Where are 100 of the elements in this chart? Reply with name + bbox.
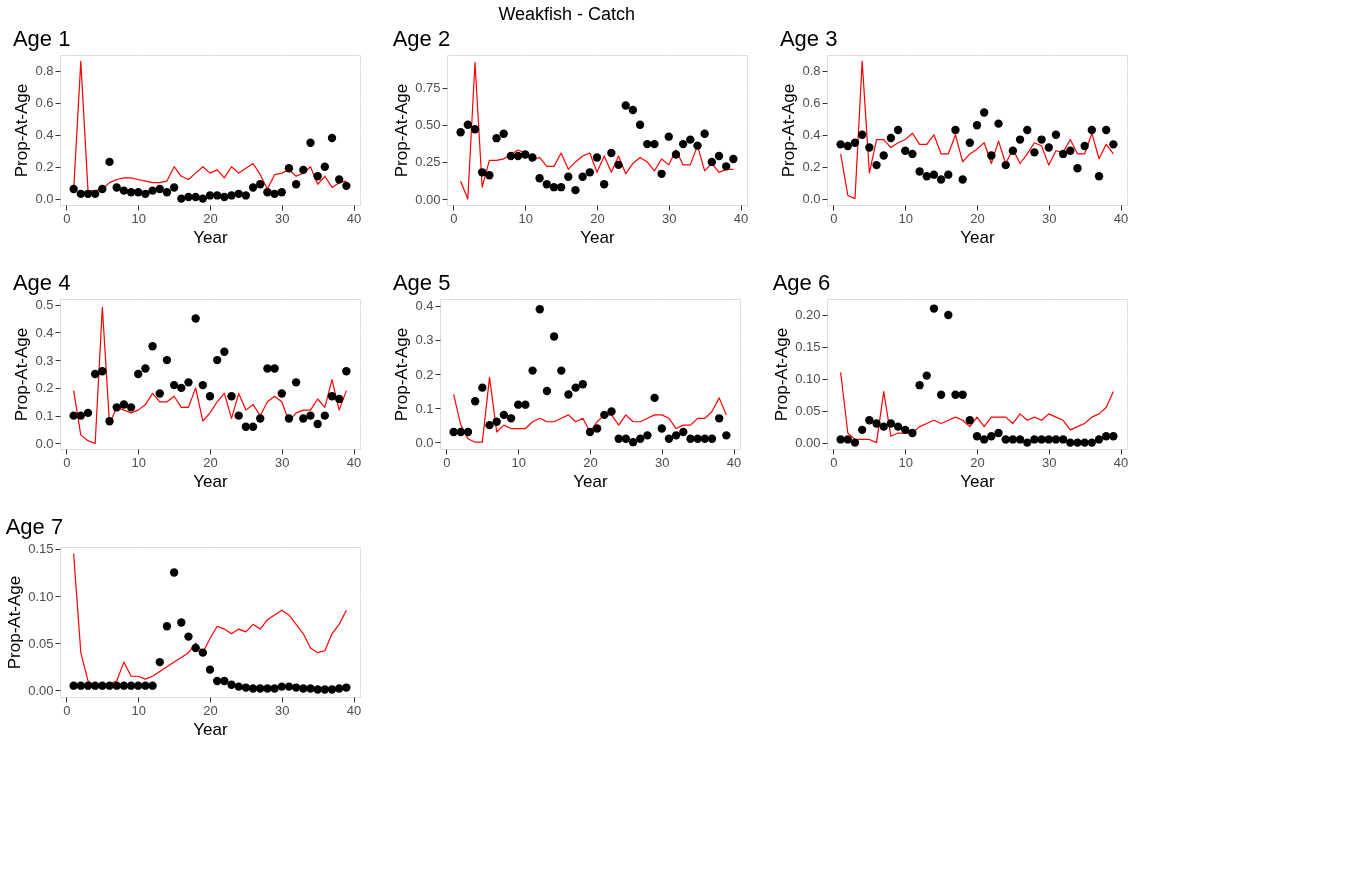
point <box>177 194 186 203</box>
y-tick-label: 0.50 <box>415 117 441 133</box>
x-tick-label: 10 <box>131 454 146 470</box>
point <box>972 121 982 130</box>
point <box>628 105 638 115</box>
point <box>528 153 537 162</box>
x-tick-label: 30 <box>275 702 290 718</box>
point <box>470 125 480 134</box>
x-tick-label: 0 <box>443 454 451 470</box>
point <box>1058 149 1068 159</box>
point <box>979 108 989 117</box>
point <box>722 162 731 171</box>
point <box>714 151 724 161</box>
point <box>463 427 473 437</box>
point <box>90 189 100 198</box>
point <box>313 419 322 429</box>
y-tick-label: 0.4 <box>35 324 54 340</box>
point <box>184 378 193 387</box>
line-series <box>73 306 347 445</box>
y-tick-label: 0.8 <box>802 63 821 79</box>
y-tick-label: 0.2 <box>35 380 54 396</box>
y-tick-label: 0.15 <box>795 339 821 355</box>
point <box>234 189 243 198</box>
point <box>1102 432 1111 441</box>
point <box>198 194 208 203</box>
point <box>657 169 666 178</box>
point <box>1001 160 1010 170</box>
point <box>843 141 852 151</box>
y-tick-label: 0.0 <box>35 191 54 207</box>
point <box>879 422 888 431</box>
point <box>1073 164 1082 173</box>
point <box>1030 148 1039 157</box>
point <box>148 342 157 351</box>
point <box>972 432 982 441</box>
y-tick-label: 0.1 <box>415 400 434 416</box>
y-tick-label: 0.4 <box>35 127 54 143</box>
point <box>241 191 251 200</box>
point <box>191 192 200 202</box>
point <box>191 643 200 653</box>
y-axis-title: Prop-At-Age <box>12 327 32 422</box>
x-tick-label: 0 <box>450 210 458 226</box>
point <box>1073 438 1082 447</box>
point <box>836 435 845 444</box>
point <box>342 181 351 191</box>
point <box>198 648 208 657</box>
point <box>994 119 1003 128</box>
point <box>915 381 924 390</box>
point <box>313 172 322 181</box>
x-axis-title: Year <box>193 719 229 739</box>
point <box>678 139 688 149</box>
point <box>657 424 666 433</box>
chart-title: Age 7 <box>5 513 64 539</box>
point <box>256 684 265 693</box>
point <box>169 568 179 577</box>
point <box>1037 435 1046 444</box>
y-tick-label: 0.00 <box>415 191 441 207</box>
point <box>212 355 222 365</box>
chart-title: Age 6 <box>772 270 831 295</box>
point <box>234 682 243 691</box>
y-tick-label: 0.10 <box>28 588 54 604</box>
point <box>227 680 236 689</box>
point <box>177 618 186 627</box>
point <box>542 180 551 189</box>
x-tick-label: 40 <box>346 454 362 470</box>
point <box>270 364 279 373</box>
point <box>76 411 85 420</box>
point <box>857 425 867 435</box>
point <box>1015 135 1025 144</box>
point <box>141 189 150 198</box>
y-tick-label: 0.0 <box>802 191 821 207</box>
point <box>1066 146 1075 155</box>
y-tick-label: 0.0 <box>35 435 54 451</box>
point <box>1087 438 1097 447</box>
point <box>929 170 939 179</box>
point <box>134 681 143 690</box>
point <box>528 366 537 375</box>
point <box>886 419 896 428</box>
point <box>922 172 931 181</box>
point <box>908 149 917 159</box>
point <box>69 411 78 420</box>
point <box>628 438 638 447</box>
point <box>119 400 129 409</box>
y-tick-label: 0.20 <box>795 307 821 323</box>
point <box>686 135 695 144</box>
y-tick-label: 0.3 <box>35 352 54 368</box>
point <box>542 386 552 396</box>
point <box>1044 143 1053 152</box>
point <box>263 364 272 373</box>
point <box>148 186 157 195</box>
x-tick-label: 20 <box>970 210 985 226</box>
chart-title: Age 4 <box>12 269 71 295</box>
point <box>1030 435 1039 444</box>
y-axis-title: Prop-At-Age <box>772 327 792 422</box>
x-tick-label: 30 <box>655 454 670 470</box>
y-axis-title: Prop-At-Age <box>5 575 25 670</box>
point <box>478 383 487 392</box>
x-axis-title: Year <box>573 471 609 491</box>
x-tick-label: 20 <box>970 454 985 470</box>
point <box>850 138 860 147</box>
point <box>1080 141 1089 151</box>
